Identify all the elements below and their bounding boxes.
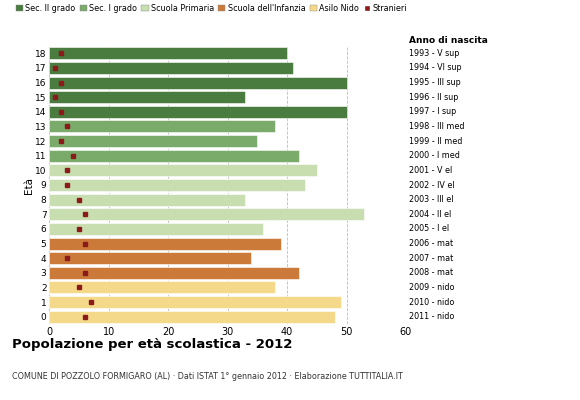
Text: Popolazione per età scolastica - 2012: Popolazione per età scolastica - 2012 <box>12 338 292 351</box>
Bar <box>49 252 251 264</box>
Text: 2001 - V el: 2001 - V el <box>409 166 452 175</box>
Text: 2007 - mat: 2007 - mat <box>409 254 453 263</box>
Legend: Sec. II grado, Sec. I grado, Scuola Primaria, Scuola dell'Infanzia, Asilo Nido, : Sec. II grado, Sec. I grado, Scuola Prim… <box>16 4 407 13</box>
Text: 2002 - IV el: 2002 - IV el <box>409 180 455 190</box>
Bar <box>49 76 346 88</box>
Bar <box>49 150 299 162</box>
Text: 2010 - nido: 2010 - nido <box>409 298 454 306</box>
Bar <box>49 223 263 235</box>
Text: 1997 - I sup: 1997 - I sup <box>409 107 456 116</box>
Bar <box>49 282 275 294</box>
Text: 2006 - mat: 2006 - mat <box>409 239 453 248</box>
Bar <box>49 47 287 59</box>
Bar <box>49 135 258 147</box>
Y-axis label: Età: Età <box>24 176 34 194</box>
Text: 2000 - I med: 2000 - I med <box>409 151 460 160</box>
Bar <box>49 91 245 103</box>
Bar <box>49 208 364 220</box>
Bar <box>49 296 340 308</box>
Bar <box>49 62 293 74</box>
Bar <box>49 106 346 118</box>
Text: 1999 - II med: 1999 - II med <box>409 137 462 146</box>
Text: 2005 - I el: 2005 - I el <box>409 224 449 233</box>
Text: 1994 - VI sup: 1994 - VI sup <box>409 64 462 72</box>
Text: Anno di nascita: Anno di nascita <box>409 36 488 45</box>
Text: 1996 - II sup: 1996 - II sup <box>409 93 458 102</box>
Text: 1995 - III sup: 1995 - III sup <box>409 78 461 87</box>
Bar <box>49 164 317 176</box>
Bar <box>49 238 281 250</box>
Text: 1998 - III med: 1998 - III med <box>409 122 465 131</box>
Text: 2003 - III el: 2003 - III el <box>409 195 454 204</box>
Text: 2011 - nido: 2011 - nido <box>409 312 454 321</box>
Text: 2004 - II el: 2004 - II el <box>409 210 451 219</box>
Text: 2008 - mat: 2008 - mat <box>409 268 453 277</box>
Bar <box>49 194 245 206</box>
Text: COMUNE DI POZZOLO FORMIGARO (AL) · Dati ISTAT 1° gennaio 2012 · Elaborazione TUT: COMUNE DI POZZOLO FORMIGARO (AL) · Dati … <box>12 372 403 381</box>
Bar <box>49 179 305 191</box>
Text: 2009 - nido: 2009 - nido <box>409 283 454 292</box>
Bar <box>49 311 335 323</box>
Text: 1993 - V sup: 1993 - V sup <box>409 49 459 58</box>
Bar <box>49 120 275 132</box>
Bar <box>49 267 299 279</box>
